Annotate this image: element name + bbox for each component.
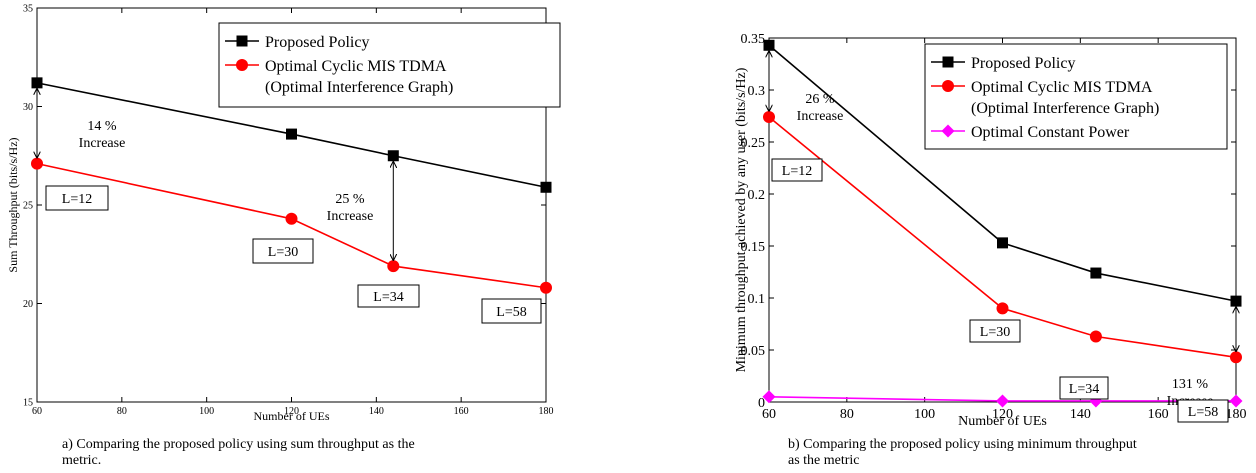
charta-xtick-label: 180	[539, 406, 554, 417]
charta-ylabel: Sum Throughput (bits/s/Hz)	[6, 137, 20, 272]
charta-pct-annotation: 25 %	[335, 192, 365, 207]
chartb-legend-entry: Proposed Policy	[971, 55, 1075, 72]
chartb-ytick-label: 0	[758, 396, 765, 411]
charta-xtick-label: 80	[117, 406, 127, 417]
chartb-xtick-label: 80	[840, 407, 854, 422]
chartb-box-label-frame	[1177, 399, 1229, 423]
chartb-box-label-frame	[1059, 376, 1109, 400]
charta-xtick-label: 100	[199, 406, 214, 417]
charta-series-line-0	[36, 82, 547, 189]
charta-series-1-point	[540, 281, 552, 294]
chartb-series-0-point	[763, 39, 775, 51]
chartb-box-label-frame	[969, 319, 1021, 343]
caption-b: b) Comparing the proposed policy using m…	[788, 437, 1137, 469]
chartb-pct-annotation-sub: Increase	[797, 109, 844, 124]
charta-pct-annotation-sub: Increase	[327, 209, 374, 224]
charta-legend-entry-sub: (Optimal Interference Graph)	[265, 79, 453, 96]
chartb-series-1-point	[763, 111, 775, 124]
charta-series-1-point	[285, 212, 298, 225]
charta-legend-swatch-marker	[236, 59, 248, 71]
chartb-series-line-2	[768, 396, 1236, 402]
chartb-series-1-point	[1230, 351, 1242, 364]
charta-xtick-label: 140	[369, 406, 384, 417]
chartb-ytick-label: 0.3	[748, 84, 766, 99]
chartb-ytick-label: 0.15	[741, 240, 766, 255]
chartb-series-0-point	[997, 237, 1008, 249]
caption-b-line1: b) Comparing the proposed policy using m…	[788, 437, 1137, 452]
chartb-series-line-0	[768, 44, 1237, 302]
charta-box-label-frame	[45, 185, 109, 211]
chartb-box-label: L=12	[782, 164, 812, 179]
caption-a: a) Comparing the proposed policy using s…	[62, 437, 415, 469]
chartb-series-line-1	[768, 116, 1237, 359]
chartb-legend-swatch-marker	[941, 124, 955, 138]
charta-box-label: L=34	[373, 290, 403, 305]
charta-series-0-point	[31, 77, 43, 89]
chartb-ytick-label: 0.1	[748, 292, 766, 307]
chartb-box-label: L=58	[1188, 405, 1218, 420]
chartb-series-0-point	[1230, 295, 1242, 307]
charta-xlabel: Number of UEs	[254, 409, 330, 423]
charta-xtick-label: 120	[284, 406, 299, 417]
charta-box-label: L=12	[62, 192, 92, 207]
charta-series-line-1	[36, 162, 547, 289]
chartb-xtick-label: 160	[1148, 407, 1169, 422]
charta-box-label-frame	[481, 298, 542, 324]
chartb-pct-annotation: 26 %	[805, 92, 835, 107]
chartb-series-0-point	[1090, 267, 1102, 279]
chartb-box-label-frame	[771, 158, 823, 182]
charta-legend-swatch-marker	[236, 35, 248, 47]
chartb-ylabel: Minimum throughput achieved by any user …	[734, 67, 749, 372]
charta-series-0-point	[387, 150, 399, 162]
chartb-series-2-point	[996, 394, 1009, 408]
charta-legend-entry: Proposed Policy	[265, 34, 369, 51]
chartb-xtick-label: 100	[914, 407, 935, 422]
chartb-box-label: L=30	[980, 325, 1010, 340]
charta-ytick-label: 15	[23, 398, 33, 409]
chartb-series-2-point	[762, 390, 776, 404]
charta-series-1-point	[387, 260, 400, 273]
charta-ytick-label: 35	[23, 4, 33, 15]
charta-pct-annotation: 14 %	[87, 119, 117, 134]
charta-series-0-point	[540, 181, 552, 193]
chartb-legend-entry: Optimal Constant Power	[971, 124, 1130, 141]
charta-ytick-label: 20	[23, 299, 33, 310]
charta-series-0-point	[286, 128, 297, 140]
chartb-legend-swatch-marker	[942, 80, 954, 92]
caption-a-line2: metric.	[62, 453, 102, 468]
chartb-ytick-label: 0.25	[741, 136, 766, 151]
charta-legend-entry: Optimal Cyclic MIS TDMA	[265, 58, 447, 75]
charta-xtick-label: 60	[32, 406, 42, 417]
chartb-xtick-label: 120	[992, 407, 1013, 422]
chartb-box-label: L=34	[1069, 382, 1099, 397]
charta-ytick-label: 30	[23, 102, 33, 113]
chartb-legend-box	[924, 43, 1228, 150]
charta-pct-annotation-sub: Increase	[79, 136, 126, 151]
charta-box-label-frame	[357, 284, 420, 308]
caption-b-line2: as the metric	[788, 453, 860, 468]
chartb-ytick-label: 0.35	[741, 32, 766, 47]
charta-box-label-frame	[252, 238, 314, 264]
chartb-series-1-point	[996, 302, 1009, 315]
charta-box-label: L=58	[496, 305, 526, 320]
charta-ytick-label: 25	[23, 201, 33, 212]
chartb-legend-entry: Optimal Cyclic MIS TDMA	[971, 79, 1153, 96]
caption-a-line1: a) Comparing the proposed policy using s…	[62, 437, 415, 452]
chartb-legend-entry-sub: (Optimal Interference Graph)	[971, 100, 1159, 117]
chartb-xtick-label: 180	[1226, 407, 1247, 422]
chartb-series-1-point	[1089, 330, 1102, 343]
charta-series-1-point	[31, 157, 43, 170]
charta-legend-box	[218, 22, 561, 108]
chartb-xtick-label: 140	[1070, 407, 1091, 422]
chartb-ytick-label: 0.2	[748, 188, 766, 203]
chartb-ytick-label: 0.05	[741, 344, 766, 359]
chartb-series-2-point	[1229, 394, 1243, 408]
chartb-pct-annotation: 131 %	[1172, 377, 1209, 392]
charta-xtick-label: 160	[454, 406, 469, 417]
chartb-xlabel: Number of UEs	[958, 414, 1047, 429]
chartb-xtick-label: 60	[762, 407, 776, 422]
chartb-legend-swatch-marker	[942, 56, 954, 68]
charta-box-label: L=30	[268, 245, 298, 260]
